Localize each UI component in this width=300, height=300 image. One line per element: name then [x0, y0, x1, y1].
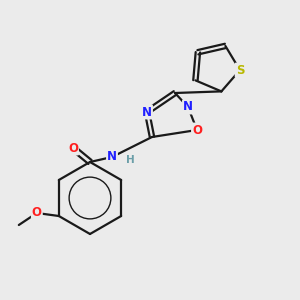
Text: O: O — [192, 124, 202, 136]
Text: N: N — [107, 151, 117, 164]
Text: O: O — [32, 206, 42, 220]
Text: S: S — [236, 64, 244, 76]
Text: N: N — [183, 100, 193, 113]
Text: O: O — [68, 142, 78, 154]
Text: H: H — [126, 155, 134, 165]
Text: N: N — [142, 106, 152, 118]
